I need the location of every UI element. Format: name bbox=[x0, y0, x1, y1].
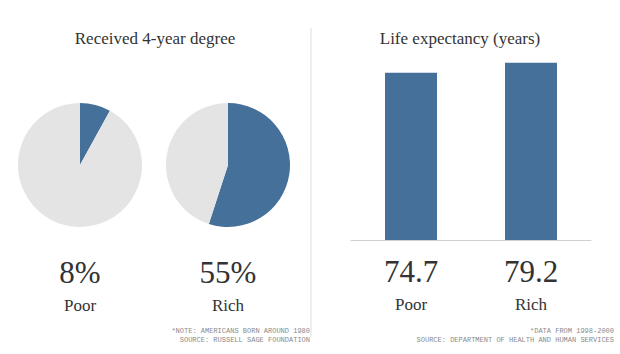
svg-text:SOURCE: DEPARTMENT OF HEALTH A: SOURCE: DEPARTMENT OF HEALTH AND HUMAN S… bbox=[417, 336, 614, 344]
svg-text:Poor: Poor bbox=[64, 296, 96, 315]
svg-text:55%: 55% bbox=[200, 255, 257, 290]
svg-text:*DATA FROM 1998-2000: *DATA FROM 1998-2000 bbox=[530, 327, 614, 335]
svg-text:8%: 8% bbox=[59, 255, 100, 290]
svg-text:Rich: Rich bbox=[212, 296, 245, 315]
svg-text:Poor: Poor bbox=[395, 295, 427, 314]
svg-text:Rich: Rich bbox=[515, 295, 548, 314]
svg-text:Life expectancy (years): Life expectancy (years) bbox=[380, 29, 540, 48]
svg-text:SOURCE: RUSSELL SAGE FOUNDATIO: SOURCE: RUSSELL SAGE FOUNDATION bbox=[180, 336, 310, 344]
svg-text:*NOTE: AMERICANS BORN AROUND 1: *NOTE: AMERICANS BORN AROUND 1980 bbox=[171, 327, 310, 335]
svg-text:Received 4-year degree: Received 4-year degree bbox=[75, 29, 235, 48]
svg-text:74.7: 74.7 bbox=[384, 254, 438, 289]
svg-text:79.2: 79.2 bbox=[504, 254, 558, 289]
